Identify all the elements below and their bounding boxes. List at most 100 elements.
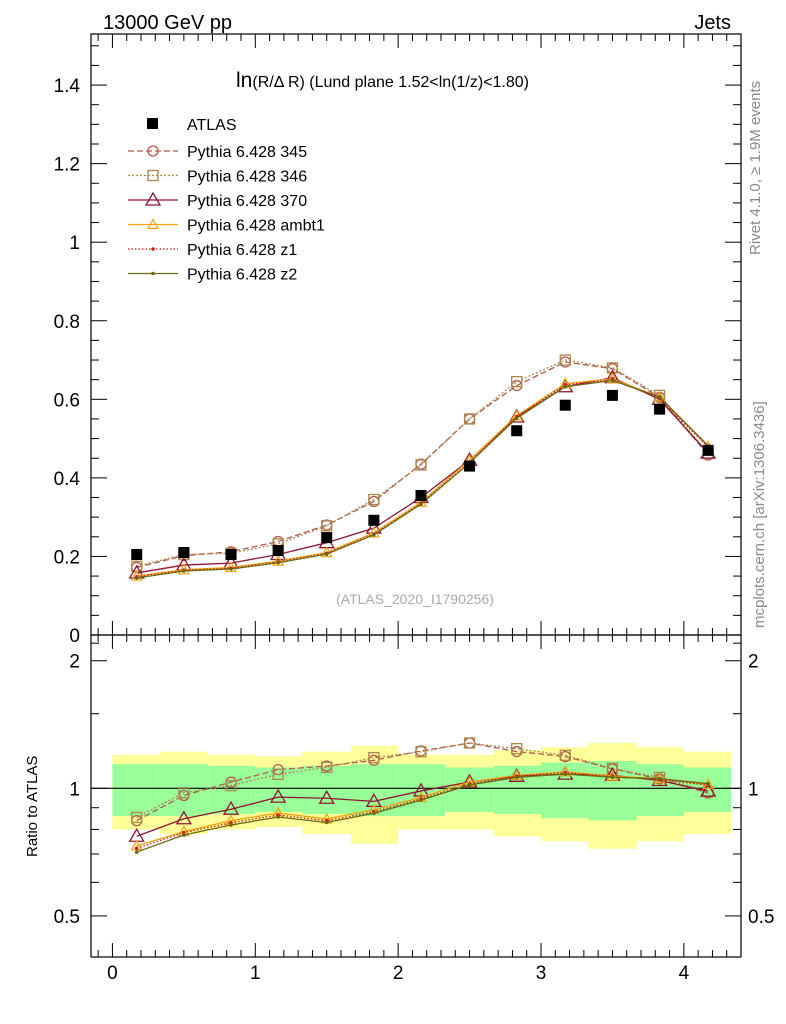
ratio-point <box>415 746 427 758</box>
series-point <box>229 567 233 571</box>
legend-marker <box>146 218 160 230</box>
x-tick-label: 1 <box>250 963 261 984</box>
legend-label: Pythia 6.428 345 <box>187 144 307 161</box>
series-point <box>463 413 476 425</box>
series-point <box>511 375 523 388</box>
ratio-point <box>657 776 662 781</box>
series-point <box>610 378 615 383</box>
ratio-point <box>510 769 523 780</box>
main-series-lines <box>128 354 717 581</box>
series-point <box>272 554 285 566</box>
chart-title-rest: (R/Δ R) (Lund plane 1.52<ln(1/z)<1.80) <box>252 74 529 91</box>
ratio-point <box>606 762 619 774</box>
data-point <box>272 545 284 557</box>
band-green <box>302 765 351 814</box>
ratio-point <box>131 811 143 824</box>
series-line-3 <box>136 378 709 577</box>
ratio-point <box>563 772 568 776</box>
series-point <box>130 569 143 581</box>
series-point <box>224 561 238 573</box>
y-tick-label: 1.2 <box>54 155 80 176</box>
data-point <box>178 547 190 559</box>
legend-label: Pythia 6.428 z2 <box>187 267 297 284</box>
ratio-point <box>222 800 240 815</box>
legend-marker <box>151 271 155 276</box>
ratio-point <box>606 769 619 781</box>
legend-marker-atlas <box>147 118 158 129</box>
series-point <box>276 560 280 565</box>
legend-label: Pythia 6.428 370 <box>187 193 307 210</box>
data-point <box>131 548 143 560</box>
data-point <box>559 399 571 411</box>
ratio-point <box>270 788 287 803</box>
ratio-point <box>175 810 192 825</box>
mcplots-label: mcplots.cern.ch [arXiv:1306.3436] <box>751 401 768 628</box>
ratio-point <box>318 789 335 804</box>
x-tick-label: 4 <box>679 963 690 984</box>
ratio-tick-label: 1 <box>69 779 80 800</box>
ratio-point <box>134 850 139 854</box>
ratio-point <box>272 768 284 780</box>
legend-marker <box>144 191 162 206</box>
tick-labels: 0 1 2 3 4 0.2 0.4 0.6 0.8 1 1.2 1.4 0 0.5 0.5 1 1 2 2 <box>54 76 775 984</box>
data-point <box>606 389 618 401</box>
series-point <box>324 552 329 556</box>
series-line-5 <box>136 379 709 579</box>
legend-label: Pythia 6.428 346 <box>187 169 307 186</box>
y-zero-label: 0 <box>69 626 80 647</box>
y-tick-label: 1 <box>69 233 80 254</box>
band-green <box>683 767 731 812</box>
data-point <box>415 490 427 502</box>
y-tick-label: 0.6 <box>54 390 80 411</box>
ratio-point <box>276 815 280 819</box>
ratio-ylabel: Ratio to ATLAS <box>24 756 41 857</box>
series-point <box>321 520 333 532</box>
y-tick-label: 0.2 <box>54 547 80 568</box>
band-green <box>541 762 589 819</box>
series-point <box>321 519 333 531</box>
ratio-tick-label-right: 0.5 <box>748 907 774 928</box>
ratio-point <box>324 820 329 825</box>
energy-label: 13000 GeV pp <box>103 12 232 34</box>
legend-marker <box>147 169 159 182</box>
band-green <box>493 765 541 814</box>
series-point <box>657 395 662 399</box>
series-point <box>177 563 190 575</box>
ratio-point <box>372 811 376 816</box>
process-label: Jets <box>694 12 731 34</box>
x-tick-label: 3 <box>536 963 547 984</box>
ratio-point <box>365 793 382 808</box>
ratio-panel-frame <box>90 634 742 958</box>
series-line-1 <box>136 359 709 567</box>
ratio-point <box>178 787 190 799</box>
data-point <box>368 514 380 526</box>
legend-label: Pythia 6.428 z1 <box>187 242 297 259</box>
series-line-2 <box>136 377 709 574</box>
data-point <box>464 460 476 472</box>
rivet-label: Rivet 4.1.0, ≥ 1.9M events <box>747 81 764 255</box>
ratio-point <box>419 798 423 802</box>
series-point <box>368 493 380 506</box>
series-point <box>134 576 139 580</box>
y-tick-label: 0.4 <box>54 469 81 490</box>
series-point <box>320 546 333 558</box>
x-tick-label: 2 <box>393 963 404 984</box>
ratio-point <box>128 827 145 842</box>
data-point <box>511 425 523 437</box>
y-tick-label: 1.4 <box>54 76 81 97</box>
ratio-point <box>467 783 472 787</box>
legend-label-atlas: ATLAS <box>187 117 237 134</box>
ratio-point <box>225 780 237 792</box>
legend-marker <box>147 145 159 157</box>
ratio-point <box>134 846 139 851</box>
ratio-series-lines <box>128 737 717 854</box>
series-point <box>372 533 376 537</box>
axis-ticks <box>91 34 741 957</box>
ratio-point <box>610 775 615 780</box>
ratio-tick-label-right: 2 <box>748 652 759 673</box>
ratio-tick-label: 0.5 <box>54 907 80 928</box>
series-point <box>606 372 619 384</box>
ratio-point <box>229 823 233 827</box>
data-points <box>131 389 714 560</box>
